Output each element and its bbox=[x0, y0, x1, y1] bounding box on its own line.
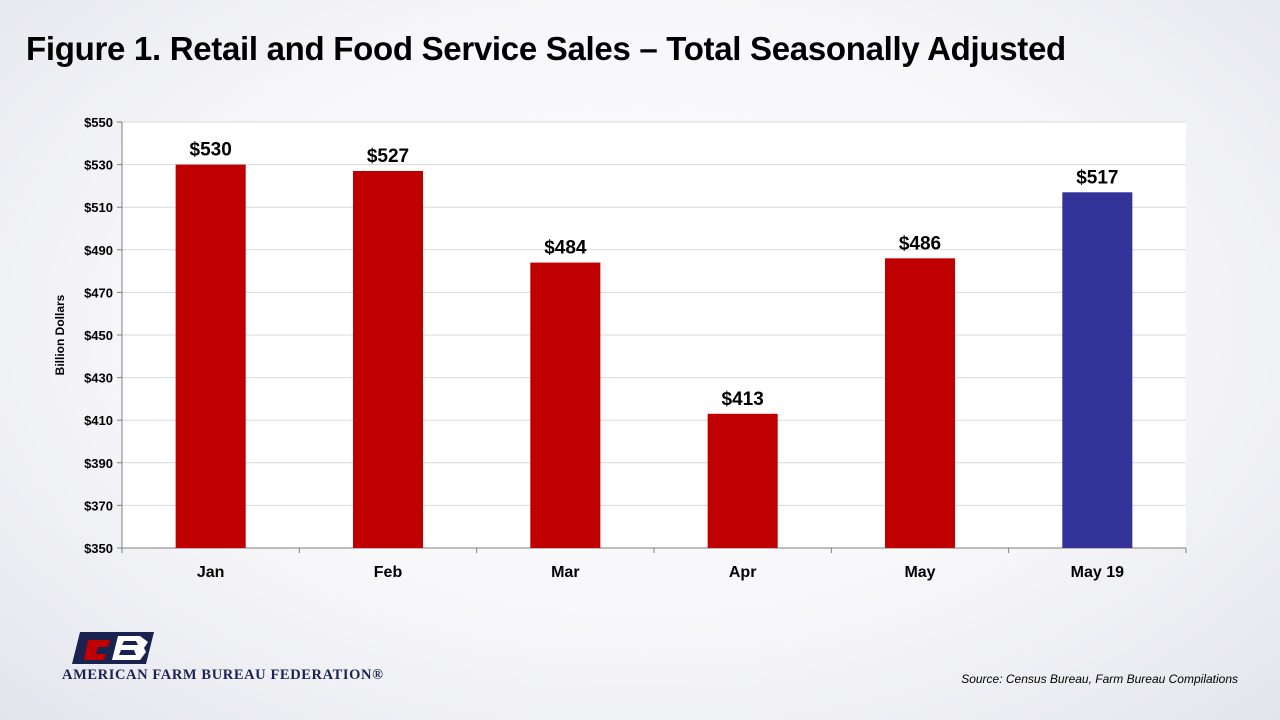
y-axis-title: Billion Dollars bbox=[53, 294, 67, 375]
data-label: $530 bbox=[190, 140, 232, 161]
y-tick-label: $510 bbox=[84, 200, 113, 215]
y-tick-label: $430 bbox=[84, 371, 113, 386]
y-tick-label: $350 bbox=[84, 541, 113, 556]
y-tick-label: $410 bbox=[84, 413, 113, 428]
bar-feb bbox=[352, 170, 424, 549]
data-label: $527 bbox=[367, 146, 409, 167]
data-label: $486 bbox=[899, 233, 941, 254]
data-label: $484 bbox=[544, 238, 587, 259]
x-tick-label: Apr bbox=[729, 564, 757, 581]
y-tick-label: $550 bbox=[84, 115, 113, 130]
data-label: $413 bbox=[722, 389, 764, 410]
x-tick-label: May 19 bbox=[1071, 564, 1124, 581]
y-tick-label: $470 bbox=[84, 285, 113, 300]
y-tick-label: $370 bbox=[84, 498, 113, 513]
y-tick-label: $450 bbox=[84, 328, 113, 343]
x-tick-label: Feb bbox=[374, 564, 403, 581]
bar-apr bbox=[707, 413, 778, 548]
organization-name: AMERICAN FARM BUREAU FEDERATION® bbox=[62, 667, 384, 683]
x-tick-label: Jan bbox=[197, 564, 225, 581]
bar-may-19 bbox=[1062, 192, 1133, 549]
fb-logo-icon bbox=[72, 632, 154, 664]
bar-jan bbox=[175, 164, 246, 548]
y-tick-label: $490 bbox=[84, 243, 113, 258]
data-label: $517 bbox=[1076, 167, 1118, 188]
bar-may bbox=[884, 258, 956, 548]
y-tick-label: $530 bbox=[84, 158, 113, 173]
bar-mar bbox=[530, 262, 601, 548]
page-title: Figure 1. Retail and Food Service Sales … bbox=[26, 30, 1066, 67]
y-tick-label: $390 bbox=[84, 456, 113, 471]
source-note: Source: Census Bureau, Farm Bureau Compi… bbox=[961, 672, 1238, 686]
afbf-logo: AMERICAN FARM BUREAU FEDERATION® bbox=[62, 630, 462, 690]
x-tick-label: Mar bbox=[551, 564, 579, 581]
x-tick-label: May bbox=[904, 564, 935, 581]
